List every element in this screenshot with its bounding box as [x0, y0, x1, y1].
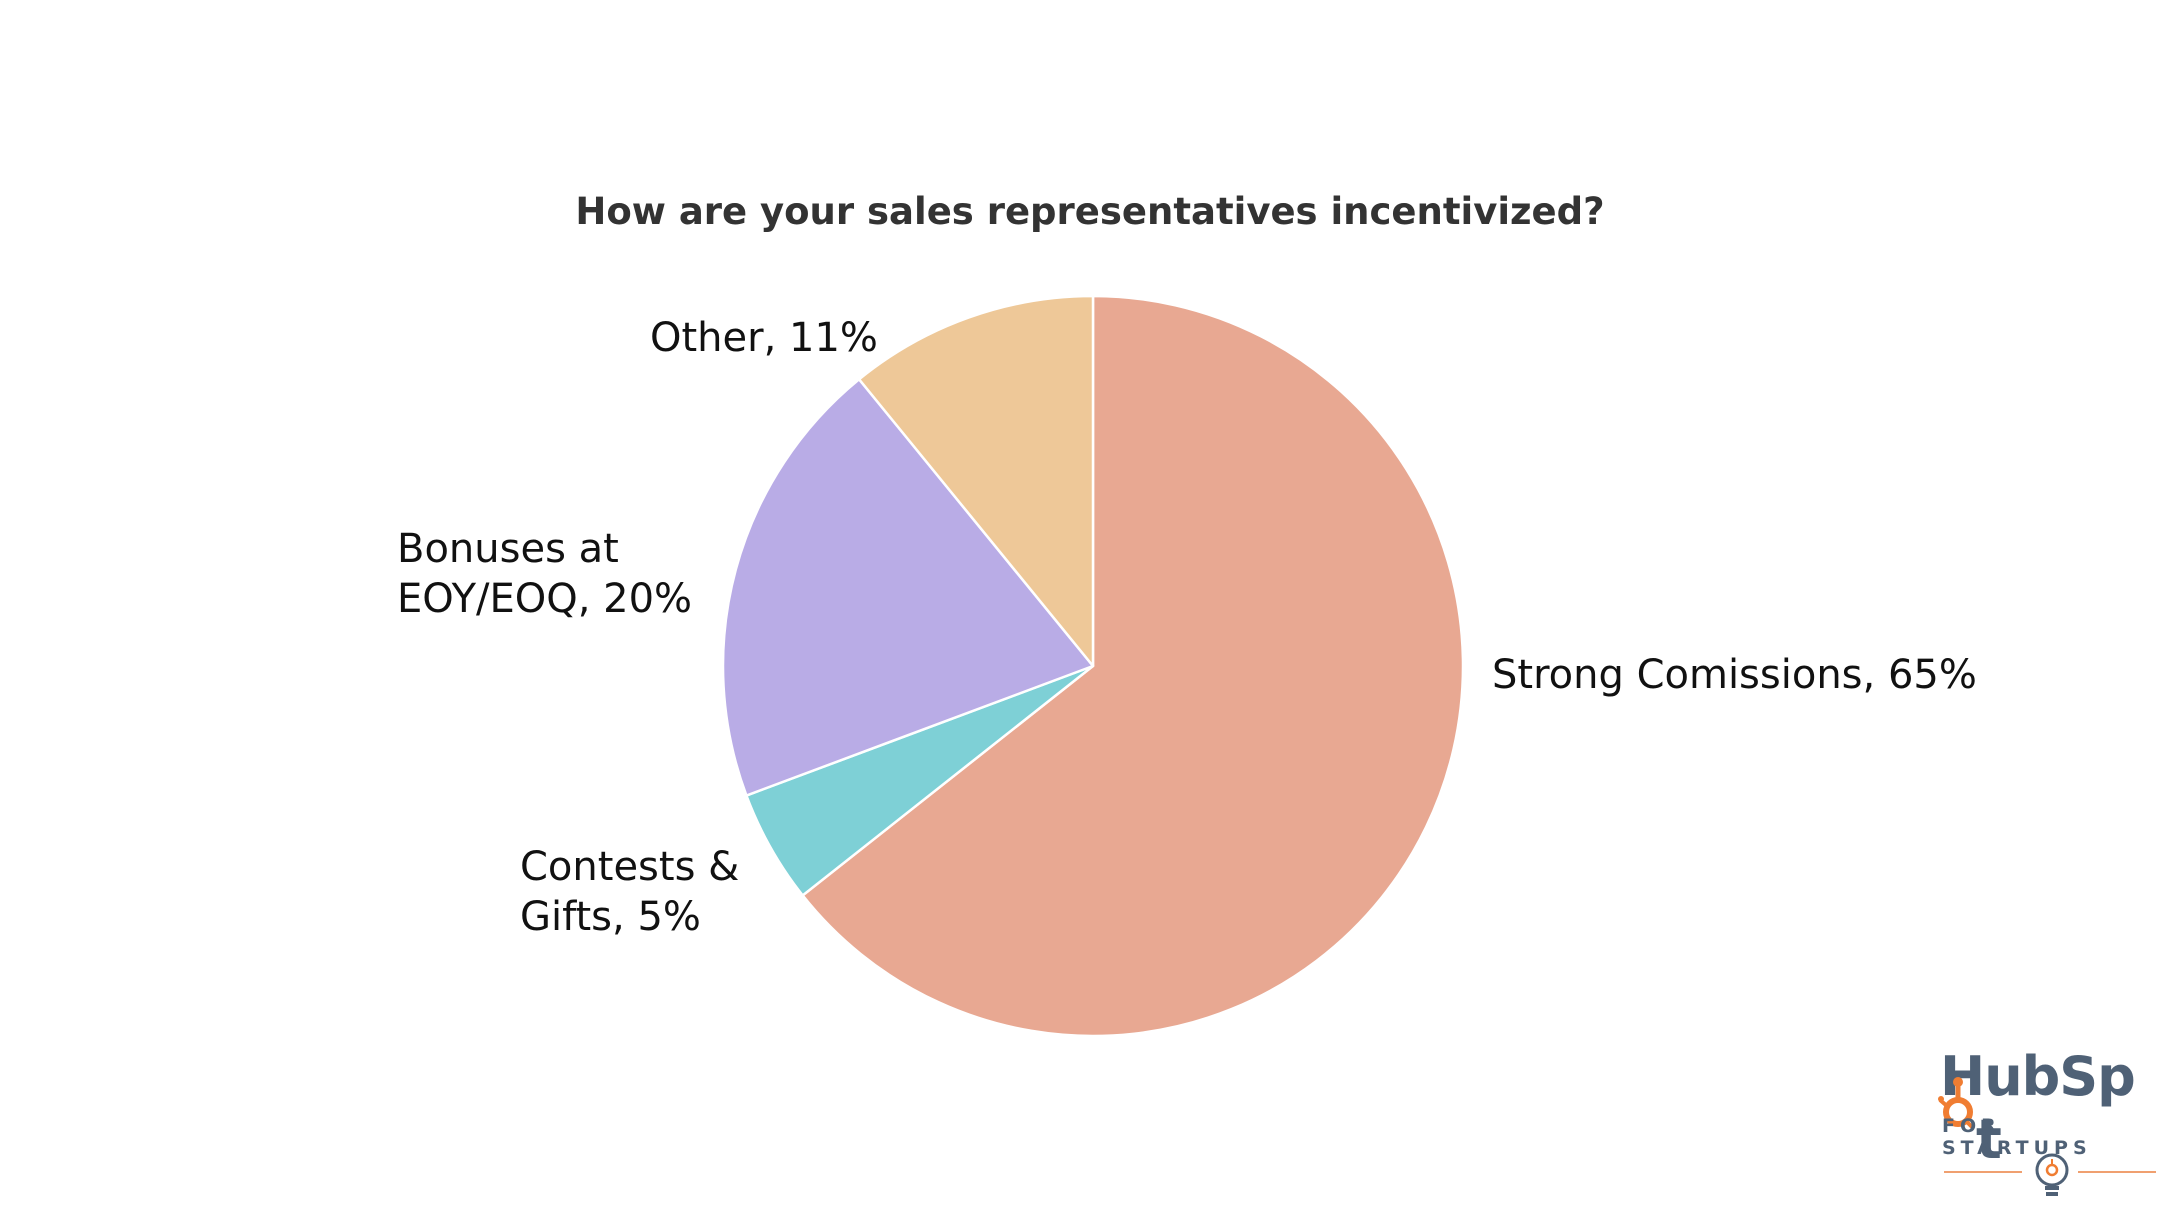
logo-divider-left: [1944, 1171, 2022, 1173]
slice-label-bonuses-line-1: Bonuses at: [397, 526, 619, 572]
pie-slice-other: [857, 294, 1095, 668]
sprocket-icon: [1938, 1077, 1976, 1158]
slice-label-bonuses-line-2: EOY/EOQ, 20%: [397, 576, 693, 622]
chart-title: How are your sales representatives incen…: [575, 190, 1605, 233]
logo-divider-right: [2078, 1171, 2156, 1173]
slice-label-contests-gifts-line-1: Contests &: [520, 844, 740, 890]
slice-label-contests-gifts-line-2: Gifts, 5%: [520, 894, 701, 940]
logo-wordmark: HubSp t: [1938, 1045, 2160, 1171]
slice-label-strong-comissions: Strong Comissions, 65%: [1492, 652, 1977, 698]
logo-wordmark-prefix: HubSp: [1940, 1045, 2136, 1108]
slice-label-bonuses: Bonuses at EOY/EOQ, 20%: [397, 524, 692, 624]
slice-label-contests-gifts: Contests & Gifts, 5%: [520, 842, 739, 942]
pie-slice-bonuses-at-eoy-eoq: [721, 378, 1095, 797]
hubspot-for-startups-logo: HubSp t FOR STARTUPS: [1938, 1045, 2160, 1215]
logo-tagline: FOR STARTUPS: [1942, 1115, 2092, 1159]
slice-label-other: Other, 11%: [650, 315, 878, 361]
logo-wordmark-suffix: t: [1976, 1108, 2002, 1171]
lightbulb-icon: [2035, 1153, 2069, 1196]
pie-slice-strong-comissions: [801, 294, 1465, 1038]
